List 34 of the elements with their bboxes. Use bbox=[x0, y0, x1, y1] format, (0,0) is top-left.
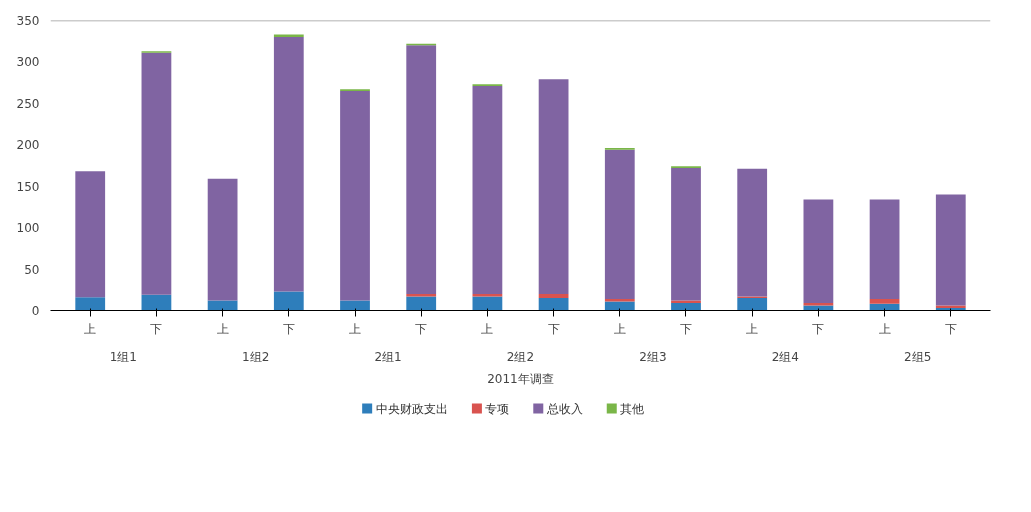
y-tick-label: 350 bbox=[16, 14, 40, 28]
y-tick-label: 150 bbox=[16, 179, 40, 194]
y-tick-label: 100 bbox=[16, 221, 40, 236]
y-tick-label: 200 bbox=[16, 138, 40, 153]
text: 2组2 bbox=[506, 349, 535, 364]
legend-label: 中央财政支出 bbox=[375, 401, 448, 416]
legend-label: 总收入 bbox=[545, 401, 583, 416]
y-tick-label: 0 bbox=[31, 304, 40, 318]
y-tick-label: 300 bbox=[16, 55, 40, 70]
x-tick-label: 下 bbox=[679, 321, 692, 336]
y-tick-label: 50 bbox=[24, 262, 40, 277]
x-tick-label: 上 bbox=[746, 321, 759, 336]
text: 2组4 bbox=[771, 349, 799, 364]
legend-label: 其他 bbox=[620, 401, 645, 416]
x-tick-label: 上 bbox=[84, 321, 97, 336]
x-tick-label: 上 bbox=[613, 321, 626, 336]
text: 2组5 bbox=[904, 349, 932, 364]
x-tick-label: 下 bbox=[812, 321, 825, 336]
x-tick-label: 下 bbox=[282, 321, 295, 336]
x-tick-label: 下 bbox=[944, 321, 957, 336]
x-tick-label: 上 bbox=[878, 321, 891, 336]
text: 1组1 bbox=[109, 349, 137, 364]
x-tick-label: 下 bbox=[150, 321, 163, 336]
text: 2组3 bbox=[639, 349, 667, 364]
x-tick-label: 上 bbox=[349, 321, 362, 336]
text: 1组2 bbox=[242, 349, 270, 364]
x-tick-label: 上 bbox=[216, 321, 229, 336]
text: 2组1 bbox=[374, 349, 402, 364]
legend-label: 专项 bbox=[485, 401, 510, 416]
x-tick-label: 下 bbox=[415, 321, 428, 336]
y-tick-label: 250 bbox=[16, 96, 40, 111]
x-tick-label: 下 bbox=[547, 321, 560, 336]
x-axis-title: 2011年调查 bbox=[487, 371, 554, 386]
x-tick-label: 上 bbox=[481, 321, 494, 336]
